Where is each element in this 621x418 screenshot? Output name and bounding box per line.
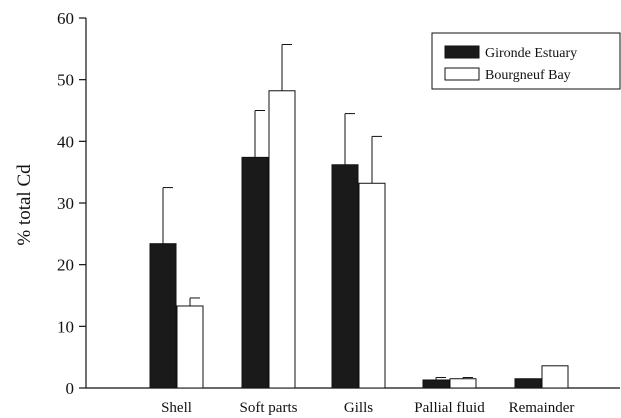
bar-bourgneuf-4 [541, 365, 569, 389]
y-axis-label: % total Cd [14, 164, 35, 246]
bar-gironde-3 [422, 379, 450, 389]
legend-swatch-bourgneuf [444, 67, 480, 81]
bar-bourgneuf-0 [176, 305, 204, 389]
y-tick-label: 20 [57, 256, 74, 275]
y-tick-label: 40 [57, 132, 74, 151]
bar-gironde-1 [241, 156, 269, 389]
bar-bourgneuf-2 [358, 182, 386, 389]
y-tick-label: 30 [57, 194, 74, 213]
legend-swatch-gironde [444, 45, 480, 59]
category-label: Pallial fluid [414, 400, 485, 416]
category-label: Gills [344, 400, 373, 416]
y-tick-label: 60 [57, 9, 74, 28]
bar-gironde-0 [149, 243, 177, 389]
y-tick-label: 50 [57, 71, 74, 90]
category-labels: Shell Soft parts Gills Pallial fluid Remaind… [161, 400, 574, 416]
bar-bourgneuf-3 [449, 378, 477, 389]
legend-label-gironde: Gironde Estuary [485, 46, 577, 61]
category-label: Remainder [509, 400, 575, 416]
category-label: Soft parts [240, 400, 298, 416]
bar-gironde-2 [331, 164, 359, 389]
category-label: Shell [161, 400, 192, 416]
y-tick-label: 0 [66, 379, 75, 398]
bar-bourgneuf-1 [268, 90, 296, 389]
legend-label-bourgneuf: Bourgneuf Bay [485, 68, 571, 83]
legend: Gironde Estuary Bourgneuf Bay [431, 32, 621, 90]
bars [149, 44, 569, 389]
y-tick-label: 10 [57, 317, 74, 336]
bar-gironde-4 [514, 378, 542, 389]
